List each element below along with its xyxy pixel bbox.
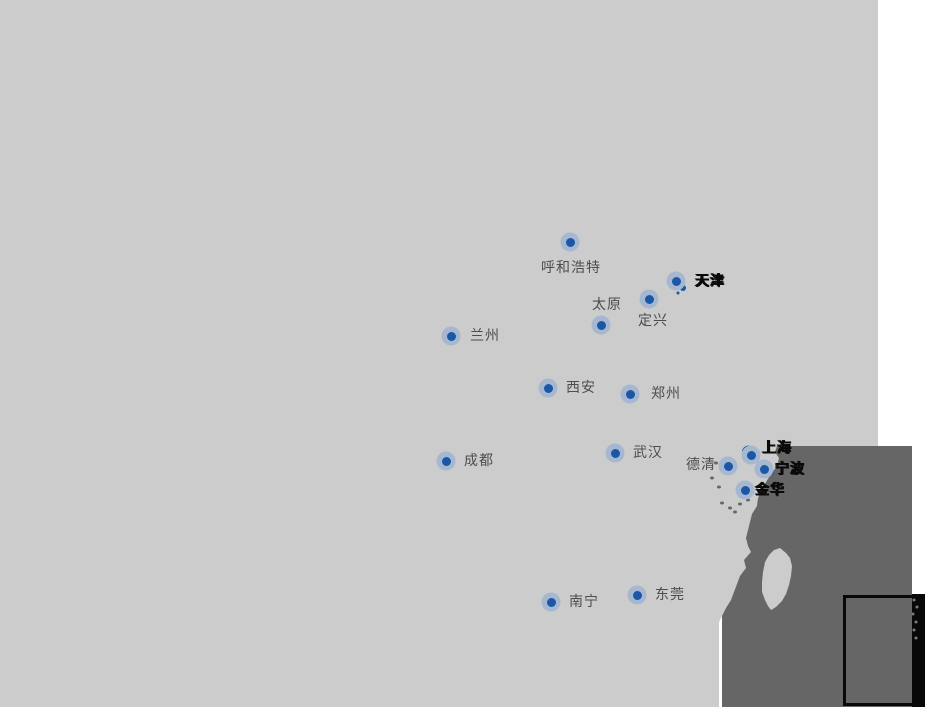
coast-bay-speck — [720, 501, 724, 505]
inset-island-speck — [914, 636, 918, 640]
city-marker-定兴[interactable] — [639, 289, 659, 309]
city-marker-core — [610, 448, 620, 458]
cluster-marker-blob — [680, 285, 686, 291]
city-marker-呼和浩特[interactable] — [560, 232, 580, 252]
city-marker-武汉[interactable] — [605, 443, 625, 463]
south-china-sea-inset — [843, 595, 916, 706]
city-marker-西安[interactable] — [538, 378, 558, 398]
taiwan-island — [762, 548, 792, 610]
coast-bay-speck — [738, 502, 742, 506]
inset-island-speck — [915, 605, 919, 609]
city-marker-core — [740, 485, 750, 495]
city-label-太原[interactable]: 太原 — [592, 297, 622, 313]
city-marker-core — [625, 389, 635, 399]
city-marker-core — [632, 590, 642, 600]
city-marker-东莞[interactable] — [627, 585, 647, 605]
city-marker-天津[interactable] — [666, 271, 686, 291]
city-marker-core — [543, 383, 553, 393]
inset-island-speck — [912, 598, 916, 602]
coast-bay-speck — [733, 510, 737, 514]
cluster-marker-blob — [676, 291, 680, 295]
city-marker-郑州[interactable] — [620, 384, 640, 404]
city-label-呼和浩特[interactable]: 呼和浩特 — [541, 260, 601, 276]
city-marker-兰州[interactable] — [441, 326, 461, 346]
city-marker-金华[interactable] — [735, 480, 755, 500]
city-marker-宁波[interactable] — [754, 459, 774, 479]
city-label-郑州[interactable]: 郑州 — [651, 386, 681, 402]
city-marker-core — [759, 464, 769, 474]
city-marker-core — [565, 237, 575, 247]
city-marker-德清[interactable] — [718, 456, 738, 476]
city-marker-南宁[interactable] — [541, 592, 561, 612]
coast-bay-speck — [717, 485, 721, 489]
city-marker-core — [671, 276, 681, 286]
city-label-金华[interactable]: 金华 — [755, 482, 785, 498]
inset-island-speck — [911, 612, 915, 616]
city-marker-core — [546, 597, 556, 607]
city-marker-上海[interactable] — [741, 445, 761, 465]
coast-bay-speck — [710, 476, 714, 480]
city-label-定兴[interactable]: 定兴 — [638, 313, 668, 329]
city-label-宁波[interactable]: 宁波 — [775, 461, 805, 477]
city-label-武汉[interactable]: 武汉 — [633, 445, 663, 461]
inset-island-speck — [914, 620, 918, 624]
city-marker-core — [644, 294, 654, 304]
city-marker-core — [441, 456, 451, 466]
city-marker-core — [723, 461, 733, 471]
city-marker-core — [446, 331, 456, 341]
coast-bay-speck — [728, 506, 732, 510]
city-label-德清[interactable]: 德清 — [686, 457, 716, 473]
city-marker-成都[interactable] — [436, 451, 456, 471]
city-marker-core — [596, 320, 606, 330]
city-label-上海[interactable]: 上海 — [762, 440, 792, 456]
inset-island-speck — [912, 628, 916, 632]
city-label-南宁[interactable]: 南宁 — [569, 594, 599, 610]
city-label-天津[interactable]: 天津 — [695, 273, 725, 289]
city-marker-太原[interactable] — [591, 315, 611, 335]
city-label-东莞[interactable]: 东莞 — [655, 587, 685, 603]
city-marker-core — [746, 450, 756, 460]
coast-bay-speck — [746, 498, 750, 502]
city-label-成都[interactable]: 成都 — [464, 453, 494, 469]
city-label-西安[interactable]: 西安 — [566, 380, 596, 396]
city-label-兰州[interactable]: 兰州 — [470, 328, 500, 344]
coast-bay-speck — [714, 461, 718, 465]
china-landmass — [0, 0, 878, 707]
